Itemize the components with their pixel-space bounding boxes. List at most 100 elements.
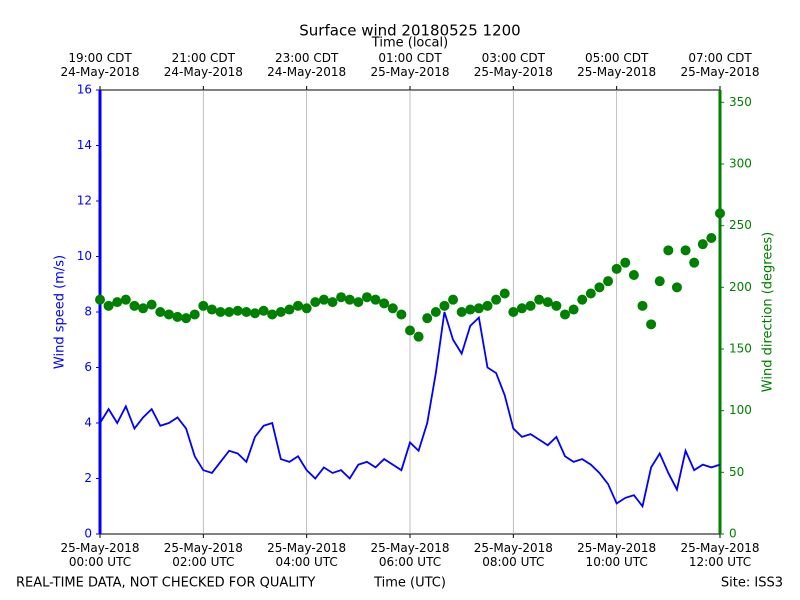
direction-point: [551, 300, 562, 311]
direction-point: [232, 305, 243, 316]
y2-tick-label: 200: [729, 280, 752, 294]
direction-point: [318, 294, 329, 305]
direction-point: [336, 292, 347, 303]
direction-point: [689, 257, 700, 268]
y-tick-label: 0: [84, 527, 92, 541]
y-tick-label: 2: [84, 471, 92, 485]
direction-point: [301, 303, 312, 314]
direction-point: [396, 309, 407, 320]
direction-point: [560, 309, 570, 320]
x2-tick-label: 01:00 CDT 25-May-2018: [370, 51, 450, 79]
direction-point: [620, 257, 631, 268]
direction-point: [413, 331, 424, 342]
direction-point: [646, 319, 657, 330]
direction-point: [198, 300, 209, 311]
direction-point: [430, 307, 441, 317]
direction-point: [95, 294, 105, 305]
y2-axis-title: Wind direction (degrees): [761, 232, 776, 392]
direction-point: [120, 294, 131, 305]
direction-point: [103, 300, 114, 311]
direction-point: [491, 294, 502, 305]
direction-point: [671, 282, 682, 293]
x-tick-label: 25-May-2018 08:00 UTC: [473, 541, 553, 569]
x-tick-label: 25-May-2018 02:00 UTC: [163, 541, 243, 569]
direction-point: [189, 309, 200, 320]
direction-point: [224, 307, 235, 317]
y2-tick-label: 0: [729, 527, 737, 541]
x-tick-label: 25-May-2018 06:00 UTC: [370, 541, 450, 569]
site-label: Site: ISS3: [721, 576, 783, 591]
direction-point: [603, 276, 614, 287]
x-tick-label: 25-May-2018 00:00 UTC: [60, 541, 140, 569]
y-tick-label: 8: [84, 305, 92, 319]
chart-title: Surface wind 20180525 1200: [299, 22, 520, 40]
direction-point: [542, 297, 553, 308]
y2-tick-label: 350: [729, 95, 752, 109]
direction-point: [146, 299, 157, 310]
y-axis-title: Wind speed (m/s): [53, 255, 68, 369]
x2-tick-label: 21:00 CDT 24-May-2018: [163, 51, 243, 79]
direction-point: [508, 307, 519, 317]
y-tick-label: 14: [77, 138, 92, 152]
x2-tick-label: 05:00 CDT 25-May-2018: [577, 51, 657, 79]
x2-tick-label: 23:00 CDT 24-May-2018: [267, 51, 347, 79]
direction-point: [181, 313, 192, 324]
direction-point: [680, 245, 691, 256]
x2-tick-label: 07:00 CDT 25-May-2018: [680, 51, 760, 79]
direction-point: [361, 292, 372, 303]
direction-point: [715, 208, 725, 219]
direction-point: [697, 239, 708, 250]
quality-note: REAL-TIME DATA, NOT CHECKED FOR QUALITY: [16, 576, 315, 591]
direction-point: [422, 313, 433, 324]
x2-tick-label: 03:00 CDT 25-May-2018: [473, 51, 553, 79]
direction-point: [473, 303, 484, 314]
direction-point: [353, 297, 364, 308]
direction-point: [327, 297, 338, 308]
direction-point: [172, 311, 183, 322]
direction-point: [215, 307, 226, 317]
direction-point: [594, 282, 605, 293]
direction-point: [585, 288, 596, 299]
direction-point: [387, 303, 398, 314]
direction-point: [129, 300, 140, 311]
direction-point: [241, 307, 252, 317]
x-tick-label: 25-May-2018 12:00 UTC: [680, 541, 760, 569]
direction-point: [275, 307, 286, 317]
y2-tick-label: 100: [729, 403, 752, 417]
direction-point: [663, 245, 674, 256]
x2-axis-title: Time (local): [371, 36, 448, 51]
y-tick-label: 12: [77, 194, 92, 208]
direction-point: [448, 294, 459, 305]
y2-tick-label: 300: [729, 157, 752, 171]
x2-tick-label: 19:00 CDT 24-May-2018: [60, 51, 140, 79]
direction-point: [706, 233, 717, 243]
direction-point: [258, 305, 269, 316]
y2-tick-label: 50: [729, 465, 744, 479]
direction-point: [250, 308, 260, 319]
direction-point: [370, 294, 381, 305]
direction-point: [516, 303, 527, 314]
direction-point: [293, 300, 304, 311]
direction-point: [577, 294, 588, 305]
direction-point: [525, 300, 536, 311]
direction-point: [267, 309, 278, 320]
direction-point: [534, 294, 545, 305]
direction-point: [112, 297, 123, 308]
direction-point: [344, 294, 355, 305]
y2-tick-label: 150: [729, 342, 752, 356]
direction-point: [568, 304, 579, 315]
direction-point: [456, 307, 467, 317]
x-tick-label: 25-May-2018 10:00 UTC: [577, 541, 657, 569]
direction-point: [499, 288, 510, 299]
direction-point: [611, 263, 622, 274]
y-tick-label: 10: [77, 249, 92, 263]
direction-point: [637, 300, 648, 311]
direction-point: [155, 307, 166, 317]
direction-point: [138, 303, 149, 314]
direction-point: [405, 325, 415, 336]
direction-point: [465, 304, 476, 315]
direction-point: [628, 270, 639, 280]
x-tick-label: 25-May-2018 04:00 UTC: [267, 541, 347, 569]
